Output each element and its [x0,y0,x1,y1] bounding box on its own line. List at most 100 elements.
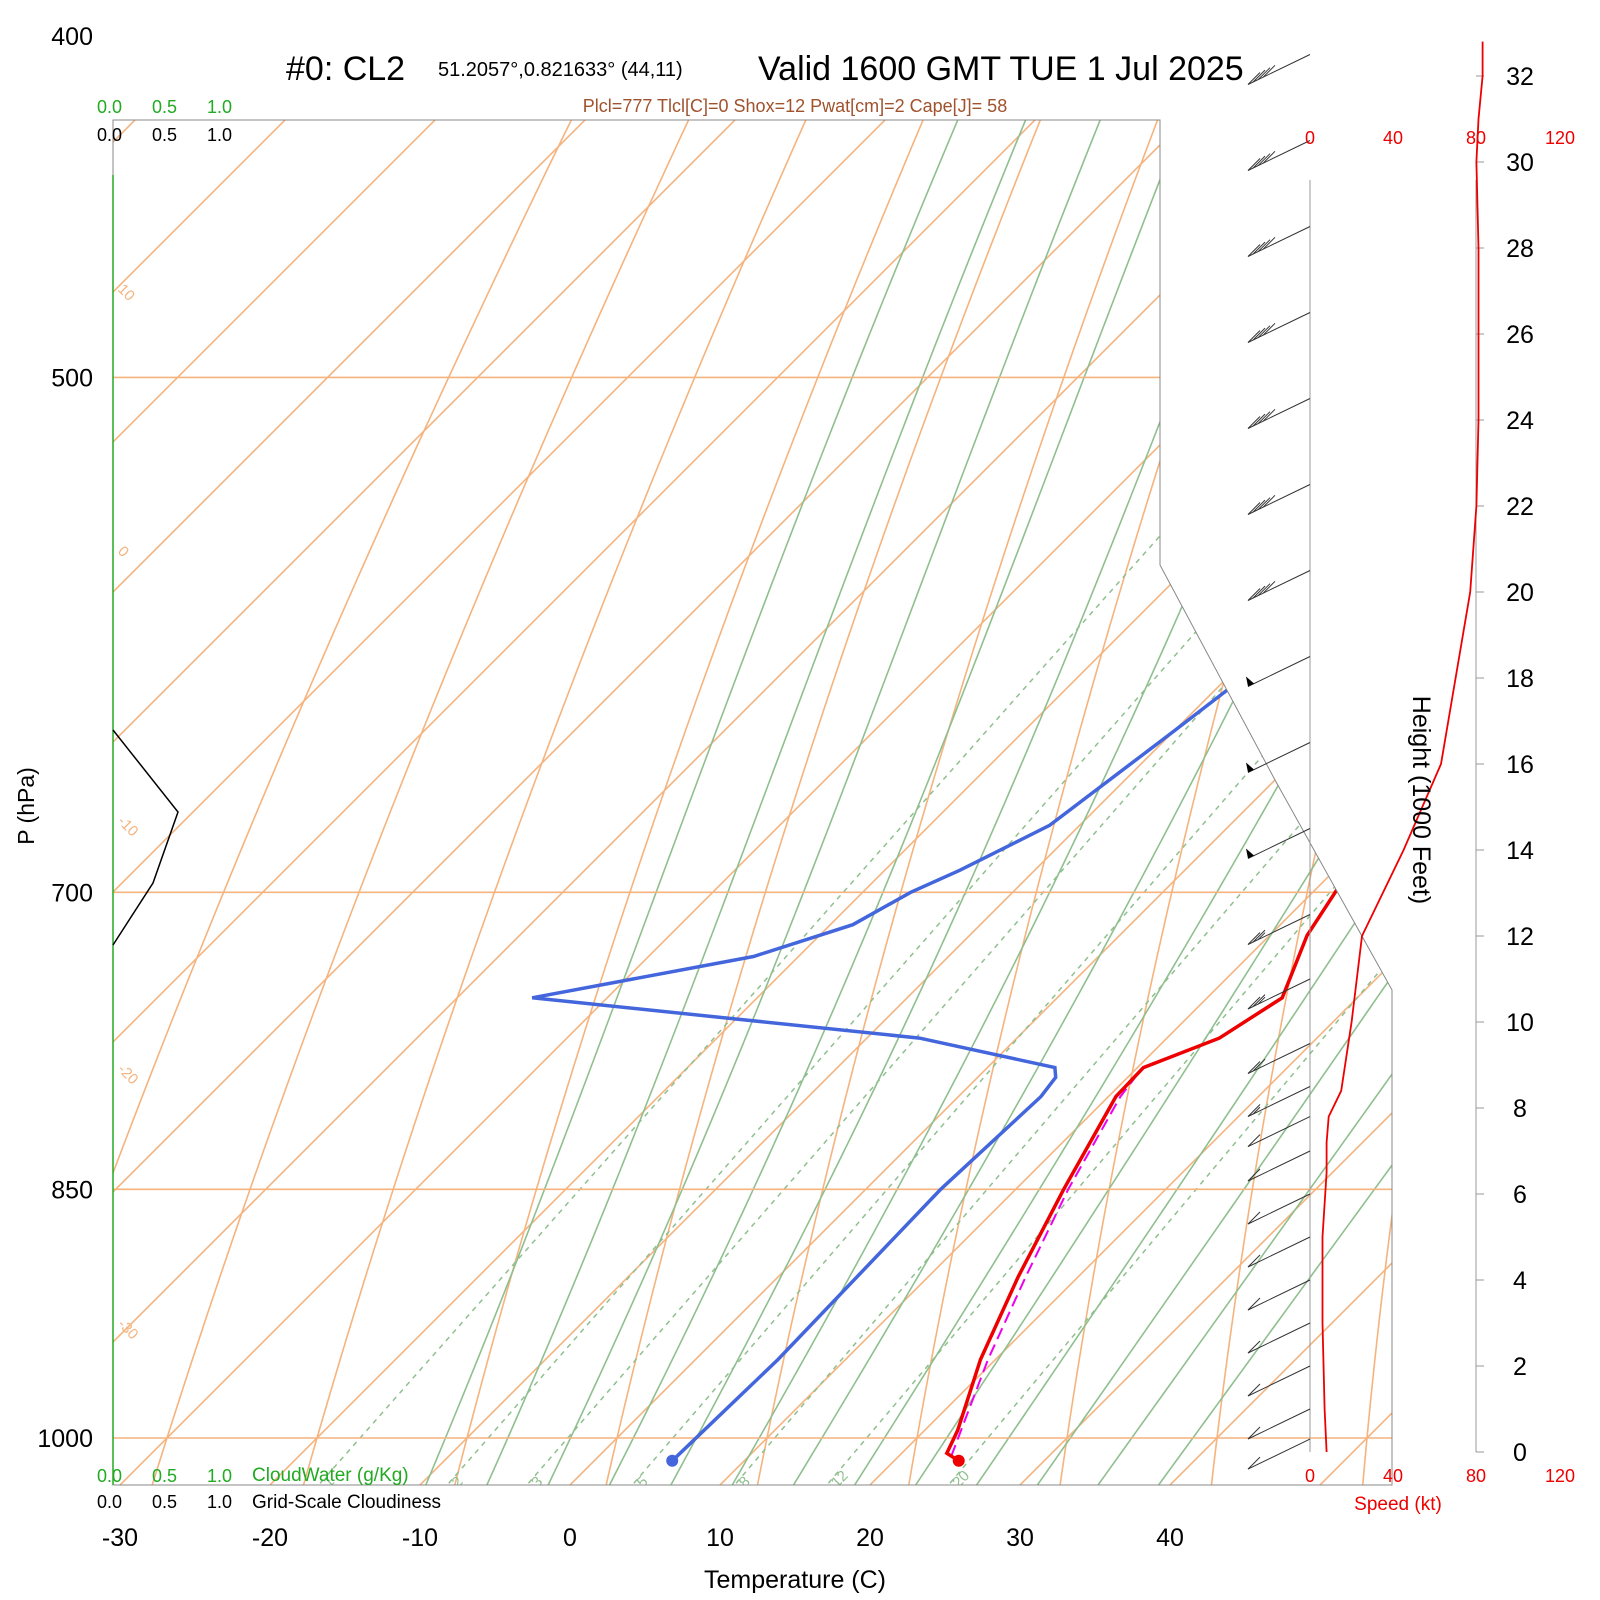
wind-barb-full [1247,330,1261,343]
plot-outline [112,119,1393,1486]
moist-adiabat-line [1127,120,1392,1485]
speed-tick-top-0: 0 [1305,128,1315,148]
moist-adiabat-line [647,120,1392,1485]
cloudwater-scale-bottom-2: 1.0 [207,1466,232,1486]
height-tick-label: 30 [1506,149,1534,177]
x-tick-label: 20 [856,1524,884,1552]
wind-barb-staff [1247,1322,1311,1354]
wind-barb-full [1257,325,1271,339]
wind-speed-profile [1321,41,1484,1453]
wind-barb-full [1262,494,1276,508]
wind-barb [1247,1365,1311,1397]
moist-adiabat-line [887,120,1392,1485]
x-tick-label: -20 [252,1524,288,1552]
wind-barb-full [1252,155,1266,169]
wind-barb-staff [1247,1408,1311,1440]
wind-barb-full [1247,1061,1261,1074]
wind-barb-full [1262,580,1276,594]
speed-tick-bottom-1: 40 [1383,1466,1403,1486]
moist-adiabat-line [407,120,1362,1485]
dry-adiabat-line [1053,120,1392,1485]
wind-barb-staff [1247,1116,1311,1148]
wind-barb [1247,226,1311,257]
cloudwater-scale-top-0: 0.0 [97,97,122,117]
wind-barb-full [1257,583,1271,597]
height-tick-label: 32 [1506,63,1534,91]
dry-adiabat-line [113,120,1030,1485]
height-tick-label: 14 [1506,837,1534,865]
height-tick-label: 6 [1513,1181,1527,1209]
wind-barb-staff [1247,914,1311,945]
isotherm-line [113,120,1392,1485]
wind-barb-half [1257,996,1266,1005]
mixing-ratio-label: 12 [828,1467,852,1491]
wind-barb-full [1247,72,1261,85]
isotherm-line [677,120,1392,1485]
wind-barb [1247,1086,1311,1117]
wind-barb-full [1252,327,1266,341]
wind-barb-flag [1246,848,1254,859]
x-tick-label: 0 [563,1524,577,1552]
wind-barb [1247,1116,1311,1148]
x-tick-label: 30 [1006,1524,1034,1552]
mixing-ratio-label: 5 [634,1473,652,1491]
wind-barb-full [1262,150,1276,164]
wind-barb-staff [1247,1193,1311,1225]
x-tick-label: -10 [402,1524,438,1552]
cloudiness-scale-top-1: 0.5 [152,125,177,145]
height-tick-label: 20 [1506,579,1534,607]
cloudiness-scale-top-2: 1.0 [207,125,232,145]
wind-barb-full [1247,1297,1261,1311]
wind-barb-staff [1247,54,1311,85]
wind-barb [1247,914,1311,945]
wind-barb [1247,312,1311,343]
wind-barb-full [1247,1211,1261,1225]
dry-adiabat-line [443,120,1329,1485]
wind-barb [1247,140,1311,171]
isotherm-line [227,120,1392,1485]
height-tick-label: 28 [1506,235,1534,263]
isotherm-label: -20 [114,1061,141,1088]
sounding-series [531,120,1392,1467]
wind-barb-full [1257,411,1271,425]
wind-barb [1247,398,1311,429]
speed-tick-bottom-2: 80 [1466,1466,1486,1486]
speed-tick-bottom-3: 120 [1545,1466,1575,1486]
mixing-ratio-label: 3 [528,1473,546,1491]
wind-barb-full [1247,158,1261,171]
dry-adiabat-line [290,120,1229,1485]
wind-barb-full [1247,1254,1261,1268]
height-tick-label: 12 [1506,923,1534,951]
isotherm-line [113,120,852,1485]
mixing-ratio-line [527,120,1392,1484]
wind-barb-full [1252,994,1266,1007]
cloudiness-profile [112,729,179,946]
station-coords: 51.2057°,0.821633° (44,11) [438,59,683,81]
wind-barb [1247,1150,1311,1182]
isotherm-line [113,120,702,1485]
x-tick-label: -30 [102,1524,138,1552]
wind-barb-half [1252,1106,1261,1115]
isotherm-line [977,120,1392,1485]
isotherm-label: 0 [114,543,132,561]
surface-temperature-point [952,1454,965,1467]
wind-barb-full [1247,1104,1261,1117]
speed-tick-top-1: 40 [1383,128,1403,148]
wind-barb-full [1252,1058,1266,1072]
cloudwater-scale-bottom-1: 0.5 [152,1466,177,1486]
moist-adiabat-line [707,120,1392,1485]
pressure-tick-label: 1000 [37,1425,93,1453]
dry-adiabat-line [900,120,1392,1485]
wind-barb [1246,828,1311,859]
wind-barb [1247,978,1311,1010]
moist-adiabat-line [527,120,1392,1485]
isotherm-label: -10 [114,813,141,840]
stability-indices: Plcl=777 Tlcl[C]=0 Shox=12 Pwat[cm]=2 Ca… [583,96,1007,116]
wind-barb-full [1252,585,1266,599]
isotherm-line [527,120,1392,1485]
height-tick-label: 24 [1506,407,1534,435]
mixing-ratio-label: 2 [449,1473,467,1491]
isotherm-label: 30 [1355,861,1393,899]
isotherm-line [827,120,1392,1485]
wind-barb-full [1252,499,1266,513]
